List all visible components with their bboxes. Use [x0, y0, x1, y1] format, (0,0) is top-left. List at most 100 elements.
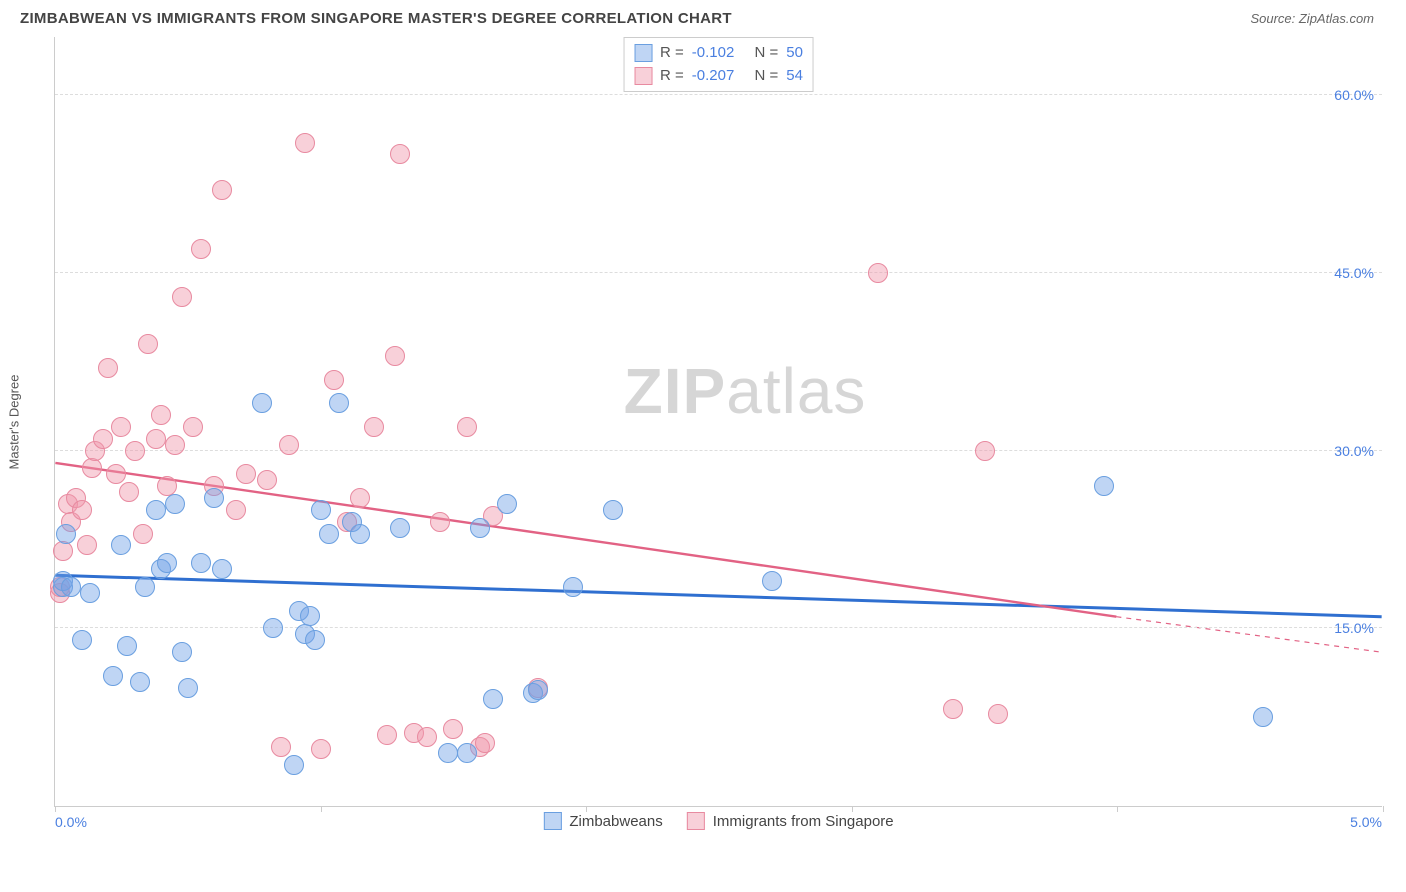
data-point-zimbabweans — [146, 500, 166, 520]
data-point-singapore — [257, 470, 277, 490]
data-point-singapore — [226, 500, 246, 520]
data-point-zimbabweans — [390, 518, 410, 538]
data-point-singapore — [146, 429, 166, 449]
data-point-singapore — [364, 417, 384, 437]
y-tick-label: 30.0% — [1334, 443, 1374, 459]
swatch-zimbabweans — [543, 812, 561, 830]
data-point-zimbabweans — [563, 577, 583, 597]
data-point-singapore — [191, 239, 211, 259]
n-value-zimbabweans: 50 — [786, 42, 803, 65]
y-tick-label: 45.0% — [1334, 265, 1374, 281]
data-point-zimbabweans — [61, 577, 81, 597]
data-point-singapore — [93, 429, 113, 449]
x-tick — [852, 806, 853, 812]
data-point-zimbabweans — [204, 488, 224, 508]
data-point-singapore — [271, 737, 291, 757]
gridline — [55, 272, 1382, 273]
x-tick — [55, 806, 56, 812]
swatch-singapore — [634, 67, 652, 85]
data-point-zimbabweans — [329, 393, 349, 413]
data-point-singapore — [236, 464, 256, 484]
data-point-singapore — [943, 699, 963, 719]
source-attribution: Source: ZipAtlas.com — [1250, 11, 1374, 26]
data-point-zimbabweans — [130, 672, 150, 692]
data-point-singapore — [172, 287, 192, 307]
data-point-singapore — [279, 435, 299, 455]
n-label: N = — [755, 65, 779, 88]
n-label: N = — [755, 42, 779, 65]
data-point-singapore — [457, 417, 477, 437]
data-point-singapore — [98, 358, 118, 378]
data-point-zimbabweans — [191, 553, 211, 573]
r-label: R = — [660, 65, 684, 88]
data-point-zimbabweans — [457, 743, 477, 763]
data-point-singapore — [311, 739, 331, 759]
r-label: R = — [660, 42, 684, 65]
data-point-singapore — [443, 719, 463, 739]
data-point-singapore — [475, 733, 495, 753]
data-point-singapore — [430, 512, 450, 532]
watermark-light: atlas — [726, 355, 866, 427]
legend-label-singapore: Immigrants from Singapore — [713, 813, 894, 830]
data-point-zimbabweans — [438, 743, 458, 763]
data-point-singapore — [417, 727, 437, 747]
gridline — [55, 94, 1382, 95]
data-point-zimbabweans — [135, 577, 155, 597]
data-point-zimbabweans — [1094, 476, 1114, 496]
n-value-singapore: 54 — [786, 65, 803, 88]
data-point-zimbabweans — [111, 535, 131, 555]
data-point-zimbabweans — [178, 678, 198, 698]
data-point-singapore — [72, 500, 92, 520]
legend-row-zimbabweans: R = -0.102 N = 50 — [634, 42, 803, 65]
data-point-singapore — [106, 464, 126, 484]
trend-lines — [55, 37, 1382, 806]
legend-item-singapore: Immigrants from Singapore — [687, 812, 894, 830]
series-legend: Zimbabweans Immigrants from Singapore — [543, 812, 893, 830]
data-point-zimbabweans — [311, 500, 331, 520]
chart-container: Master's Degree ZIPatlas R = -0.102 N = … — [20, 37, 1386, 807]
data-point-singapore — [111, 417, 131, 437]
data-point-zimbabweans — [263, 618, 283, 638]
data-point-singapore — [385, 346, 405, 366]
data-point-zimbabweans — [497, 494, 517, 514]
gridline — [55, 450, 1382, 451]
r-value-singapore: -0.207 — [692, 65, 735, 88]
data-point-zimbabweans — [300, 606, 320, 626]
data-point-zimbabweans — [528, 680, 548, 700]
swatch-singapore — [687, 812, 705, 830]
data-point-zimbabweans — [157, 553, 177, 573]
data-point-zimbabweans — [56, 524, 76, 544]
legend-row-singapore: R = -0.207 N = 54 — [634, 65, 803, 88]
data-point-singapore — [183, 417, 203, 437]
y-tick-label: 15.0% — [1334, 620, 1374, 636]
data-point-singapore — [119, 482, 139, 502]
r-value-zimbabweans: -0.102 — [692, 42, 735, 65]
data-point-singapore — [975, 441, 995, 461]
data-point-singapore — [868, 263, 888, 283]
data-point-singapore — [988, 704, 1008, 724]
trend-line-zimbabweans — [55, 575, 1381, 616]
x-axis-min-label: 0.0% — [55, 814, 87, 830]
data-point-zimbabweans — [350, 524, 370, 544]
data-point-singapore — [390, 144, 410, 164]
data-point-singapore — [295, 133, 315, 153]
data-point-singapore — [377, 725, 397, 745]
data-point-zimbabweans — [252, 393, 272, 413]
x-tick — [321, 806, 322, 812]
data-point-singapore — [151, 405, 171, 425]
data-point-zimbabweans — [284, 755, 304, 775]
data-point-zimbabweans — [72, 630, 92, 650]
data-point-singapore — [324, 370, 344, 390]
x-tick — [1383, 806, 1384, 812]
y-tick-label: 60.0% — [1334, 87, 1374, 103]
x-tick — [586, 806, 587, 812]
data-point-zimbabweans — [319, 524, 339, 544]
legend-label-zimbabweans: Zimbabweans — [569, 813, 662, 830]
data-point-singapore — [165, 435, 185, 455]
data-point-singapore — [77, 535, 97, 555]
data-point-zimbabweans — [117, 636, 137, 656]
data-point-singapore — [53, 541, 73, 561]
data-point-zimbabweans — [762, 571, 782, 591]
watermark-bold: ZIP — [624, 355, 727, 427]
data-point-zimbabweans — [80, 583, 100, 603]
